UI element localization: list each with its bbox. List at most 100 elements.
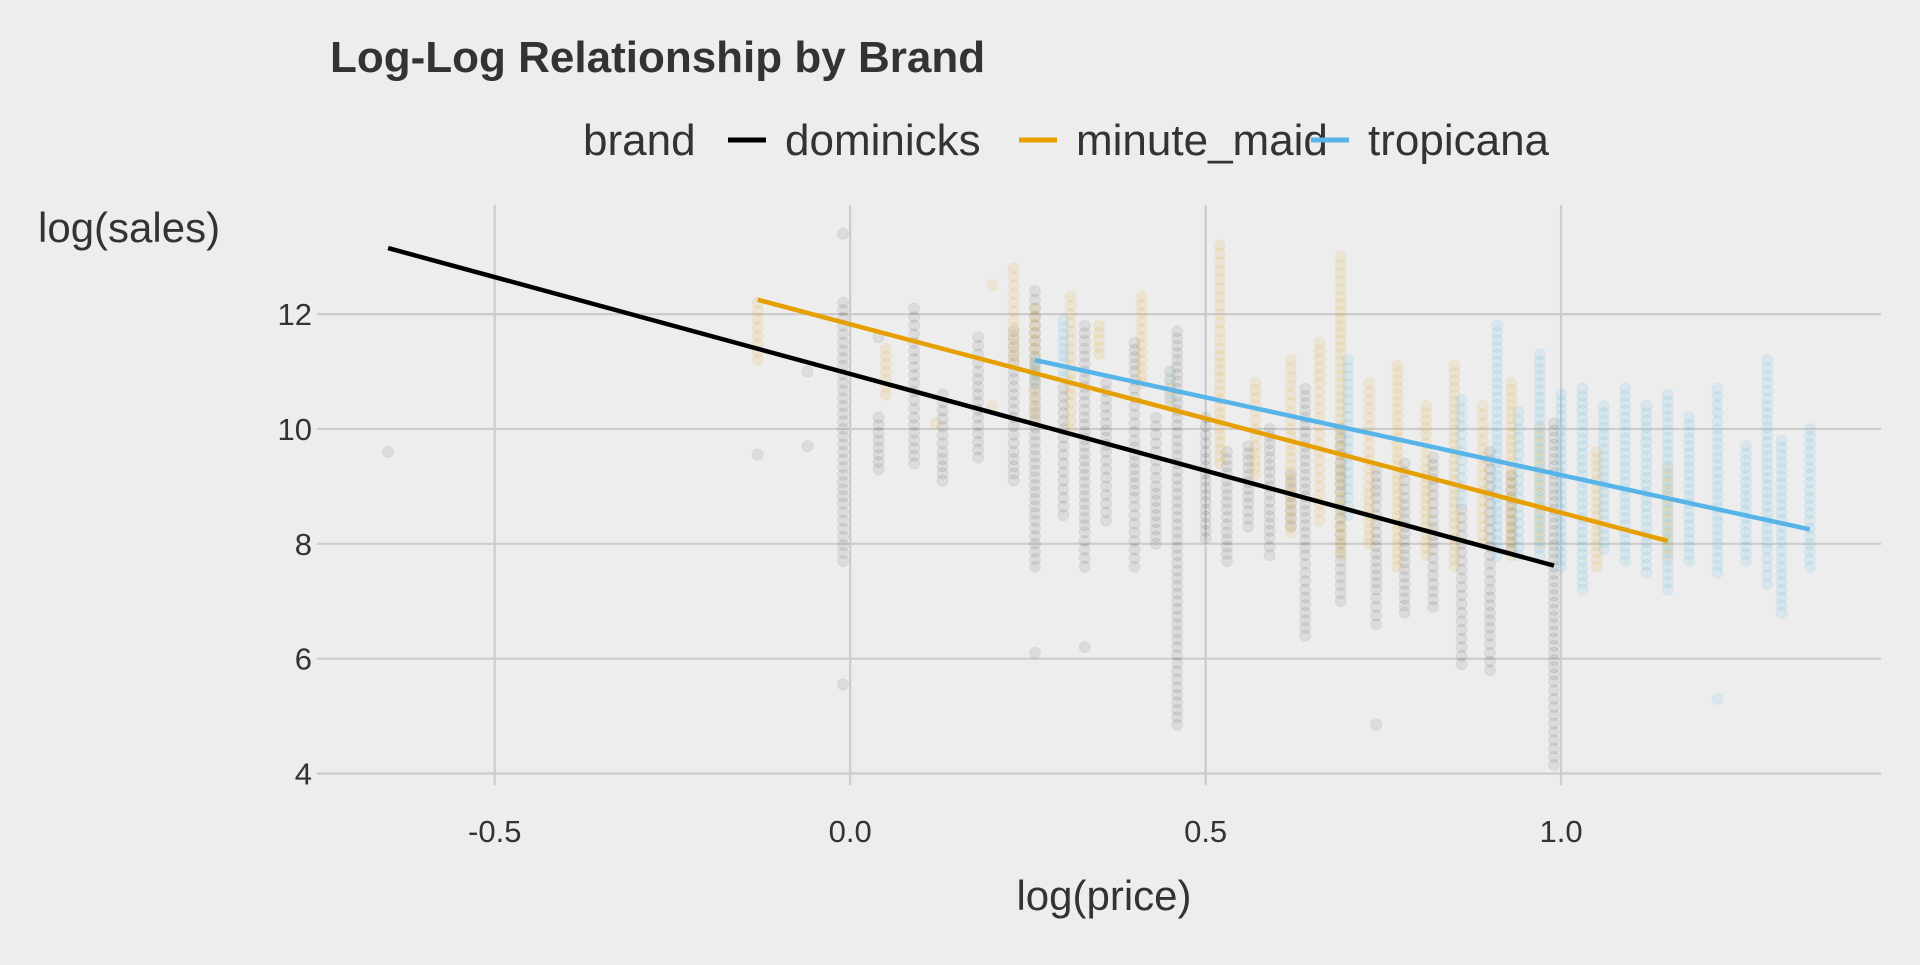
data-point [837, 227, 850, 240]
data-point [1220, 453, 1233, 466]
data-point [872, 448, 885, 461]
data-point [1007, 313, 1020, 326]
data-point [1533, 520, 1546, 533]
data-point [908, 302, 921, 315]
data-point [837, 422, 850, 435]
data-point [1299, 526, 1312, 539]
data-point [1078, 468, 1091, 481]
data-point [1370, 609, 1383, 622]
chart-title: Log-Log Relationship by Brand [330, 33, 985, 82]
data-point [1476, 417, 1489, 430]
data-point [1661, 463, 1674, 476]
data-point [1711, 692, 1724, 705]
data-point [1029, 302, 1042, 315]
data-point [1420, 421, 1433, 434]
data-point [1135, 346, 1148, 359]
data-point [1334, 274, 1347, 287]
data-point [1533, 473, 1546, 486]
data-point [1547, 750, 1560, 763]
data-point [1100, 424, 1113, 437]
data-point [1533, 437, 1546, 450]
data-point [1512, 533, 1525, 546]
data-point [1171, 579, 1184, 592]
data-point [1547, 567, 1560, 580]
data-point [1064, 342, 1077, 355]
data-point [908, 352, 921, 365]
data-point [1505, 536, 1518, 549]
data-point [1334, 391, 1347, 404]
data-point [1007, 262, 1020, 275]
data-point [1455, 598, 1468, 611]
data-point [1484, 575, 1496, 588]
data-point [1299, 461, 1312, 474]
data-point [1803, 491, 1816, 504]
data-point [1007, 329, 1020, 342]
data-point [1761, 361, 1774, 374]
data-point [972, 411, 985, 424]
data-point [1775, 441, 1788, 454]
data-point [1334, 326, 1347, 339]
data-point [751, 354, 764, 367]
data-point [1640, 443, 1653, 456]
data-point [1448, 517, 1461, 530]
data-point [1299, 454, 1312, 467]
data-point [1029, 457, 1042, 470]
data-point [1555, 431, 1568, 444]
data-point [1242, 454, 1255, 467]
data-point [1739, 454, 1752, 467]
data-point [1555, 395, 1568, 408]
data-point [1391, 481, 1404, 494]
data-point [1334, 520, 1347, 533]
data-point [1370, 526, 1383, 539]
data-point [1029, 560, 1042, 573]
data-point [1533, 444, 1546, 457]
data-point [1761, 464, 1774, 477]
data-point [1576, 425, 1589, 438]
data-point [1057, 342, 1070, 355]
data-point [1476, 494, 1489, 507]
data-point [1100, 506, 1113, 519]
data-point [1213, 256, 1226, 269]
data-point [1533, 412, 1546, 425]
data-point [1249, 384, 1262, 397]
data-point [1512, 541, 1525, 554]
data-point [1029, 285, 1042, 298]
data-point [1803, 438, 1816, 451]
data-point [1057, 440, 1070, 453]
data-point [1029, 514, 1042, 527]
data-point [1149, 494, 1162, 507]
data-point [1555, 517, 1568, 530]
data-point [1213, 385, 1226, 398]
data-point [1284, 422, 1297, 435]
data-point [1334, 282, 1347, 295]
data-point [1029, 522, 1042, 535]
data-point [1683, 433, 1696, 446]
data-point [1597, 457, 1610, 470]
data-point [1299, 468, 1312, 481]
data-point [1547, 717, 1560, 730]
data-point [1299, 504, 1312, 517]
data-point [1064, 290, 1077, 303]
data-point [1391, 539, 1404, 552]
data-point [1512, 405, 1525, 418]
data-point [1547, 582, 1560, 595]
data-point [1299, 557, 1312, 570]
data-point [1164, 365, 1177, 378]
data-point [1512, 431, 1525, 444]
data-point [1299, 519, 1312, 532]
data-point [1213, 364, 1226, 377]
data-point [1505, 448, 1518, 461]
data-point [1313, 344, 1326, 357]
data-point [1683, 468, 1696, 481]
data-point [1491, 398, 1504, 411]
data-point [1512, 517, 1525, 530]
data-point [1284, 444, 1297, 457]
data-point [1213, 378, 1226, 391]
data-point [1491, 534, 1504, 547]
data-point [1313, 368, 1326, 381]
data-point [1476, 434, 1489, 447]
data-point [1057, 313, 1070, 326]
data-point [1213, 342, 1226, 355]
data-point [1007, 388, 1020, 401]
